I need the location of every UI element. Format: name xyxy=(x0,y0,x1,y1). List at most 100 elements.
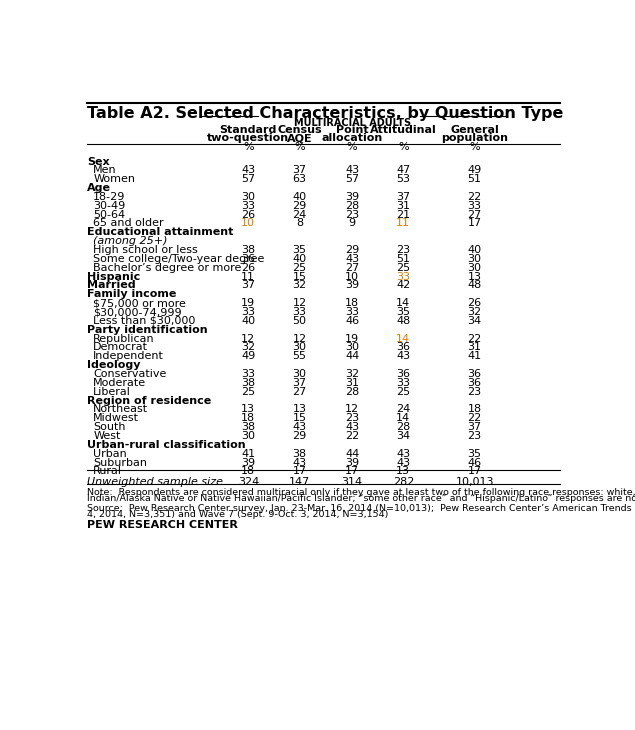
Text: 24: 24 xyxy=(292,210,307,220)
Text: 39: 39 xyxy=(241,458,255,468)
Text: 37: 37 xyxy=(292,378,307,388)
Text: %: % xyxy=(469,142,480,152)
Text: Northeast: Northeast xyxy=(93,404,149,415)
Text: 17: 17 xyxy=(467,218,482,228)
Text: 26: 26 xyxy=(467,298,482,308)
Text: Ideology: Ideology xyxy=(87,360,140,370)
Text: 36: 36 xyxy=(396,369,410,379)
Text: 18: 18 xyxy=(467,404,482,415)
Text: 36: 36 xyxy=(467,378,481,388)
Text: 30-49: 30-49 xyxy=(93,201,126,211)
Text: 28: 28 xyxy=(396,422,410,432)
Text: 14: 14 xyxy=(396,334,410,344)
Text: 47: 47 xyxy=(396,166,410,175)
Text: Party identification: Party identification xyxy=(87,325,208,335)
Text: 10: 10 xyxy=(241,218,255,228)
Text: 46: 46 xyxy=(467,458,482,468)
Text: 27: 27 xyxy=(345,263,359,273)
Text: 43: 43 xyxy=(396,449,410,458)
Text: 57: 57 xyxy=(345,174,359,184)
Text: 18: 18 xyxy=(241,466,255,477)
Text: 22: 22 xyxy=(467,413,482,423)
Text: Hispanic: Hispanic xyxy=(87,272,140,282)
Text: 36: 36 xyxy=(396,342,410,353)
Text: 49: 49 xyxy=(467,166,482,175)
Text: Urban: Urban xyxy=(93,449,127,458)
Text: Men: Men xyxy=(93,166,117,175)
Text: 25: 25 xyxy=(292,263,307,273)
Text: 43: 43 xyxy=(292,458,307,468)
Text: 18: 18 xyxy=(345,298,359,308)
Text: 28: 28 xyxy=(345,387,359,396)
Text: 14: 14 xyxy=(396,413,410,423)
Text: 13: 13 xyxy=(241,404,255,415)
Text: 12: 12 xyxy=(292,298,307,308)
Text: 37: 37 xyxy=(292,166,307,175)
Text: 4, 2014, N=3,351) and Wave 7 (Sept. 9-Oct. 3, 2014, N=3,154): 4, 2014, N=3,351) and Wave 7 (Sept. 9-Oc… xyxy=(87,510,389,519)
Text: Sex: Sex xyxy=(87,156,110,166)
Text: 17: 17 xyxy=(345,466,359,477)
Text: 147: 147 xyxy=(289,477,310,487)
Text: 39: 39 xyxy=(345,280,359,291)
Text: 43: 43 xyxy=(345,254,359,264)
Text: two-question: two-question xyxy=(207,133,290,143)
Text: Point: Point xyxy=(336,126,368,135)
Text: 33: 33 xyxy=(241,201,255,211)
Text: 37: 37 xyxy=(467,422,482,432)
Text: 39: 39 xyxy=(345,458,359,468)
Text: 31: 31 xyxy=(345,378,359,388)
Text: allocation: allocation xyxy=(321,133,383,143)
Text: 43: 43 xyxy=(396,351,410,361)
Text: Midwest: Midwest xyxy=(93,413,139,423)
Text: 32: 32 xyxy=(241,342,255,353)
Text: 29: 29 xyxy=(345,245,359,255)
Text: 50: 50 xyxy=(293,316,307,326)
Text: 51: 51 xyxy=(467,174,481,184)
Text: 63: 63 xyxy=(293,174,307,184)
Text: 25: 25 xyxy=(396,263,410,273)
Text: %: % xyxy=(398,142,409,152)
Text: 33: 33 xyxy=(293,307,307,317)
Text: 15: 15 xyxy=(293,272,307,282)
Text: Suburban: Suburban xyxy=(93,458,147,468)
Text: 28: 28 xyxy=(345,201,359,211)
Text: 17: 17 xyxy=(467,466,482,477)
Text: Census: Census xyxy=(277,126,322,135)
Text: 31: 31 xyxy=(396,201,410,211)
Text: 15: 15 xyxy=(293,413,307,423)
Text: 40: 40 xyxy=(292,254,307,264)
Text: 33: 33 xyxy=(241,307,255,317)
Text: Married: Married xyxy=(87,280,136,291)
Text: $30,000-74,999: $30,000-74,999 xyxy=(93,307,182,317)
Text: 14: 14 xyxy=(396,298,410,308)
Text: 30: 30 xyxy=(293,369,307,379)
Text: 40: 40 xyxy=(292,192,307,202)
Text: 314: 314 xyxy=(342,477,363,487)
Text: 27: 27 xyxy=(467,210,482,220)
Text: 43: 43 xyxy=(345,422,359,432)
Text: 11: 11 xyxy=(396,218,410,228)
Text: Family income: Family income xyxy=(87,289,177,299)
Text: 282: 282 xyxy=(392,477,414,487)
Text: 40: 40 xyxy=(241,316,255,326)
Text: 41: 41 xyxy=(467,351,482,361)
Text: 23: 23 xyxy=(467,387,482,396)
Text: 13: 13 xyxy=(396,466,410,477)
Text: 25: 25 xyxy=(241,387,255,396)
Text: 24: 24 xyxy=(396,404,410,415)
Text: 21: 21 xyxy=(396,210,410,220)
Text: 324: 324 xyxy=(237,477,259,487)
Text: 29: 29 xyxy=(292,201,307,211)
Text: $75,000 or more: $75,000 or more xyxy=(93,298,186,308)
Text: 57: 57 xyxy=(241,174,255,184)
Text: 25: 25 xyxy=(396,387,410,396)
Text: Region of residence: Region of residence xyxy=(87,396,211,406)
Text: 32: 32 xyxy=(345,369,359,379)
Text: 30: 30 xyxy=(345,342,359,353)
Text: %: % xyxy=(294,142,305,152)
Text: 30: 30 xyxy=(467,254,481,264)
Text: 33: 33 xyxy=(345,307,359,317)
Text: 38: 38 xyxy=(241,422,255,432)
Text: 18-29: 18-29 xyxy=(93,192,126,202)
Text: 36: 36 xyxy=(241,254,255,264)
